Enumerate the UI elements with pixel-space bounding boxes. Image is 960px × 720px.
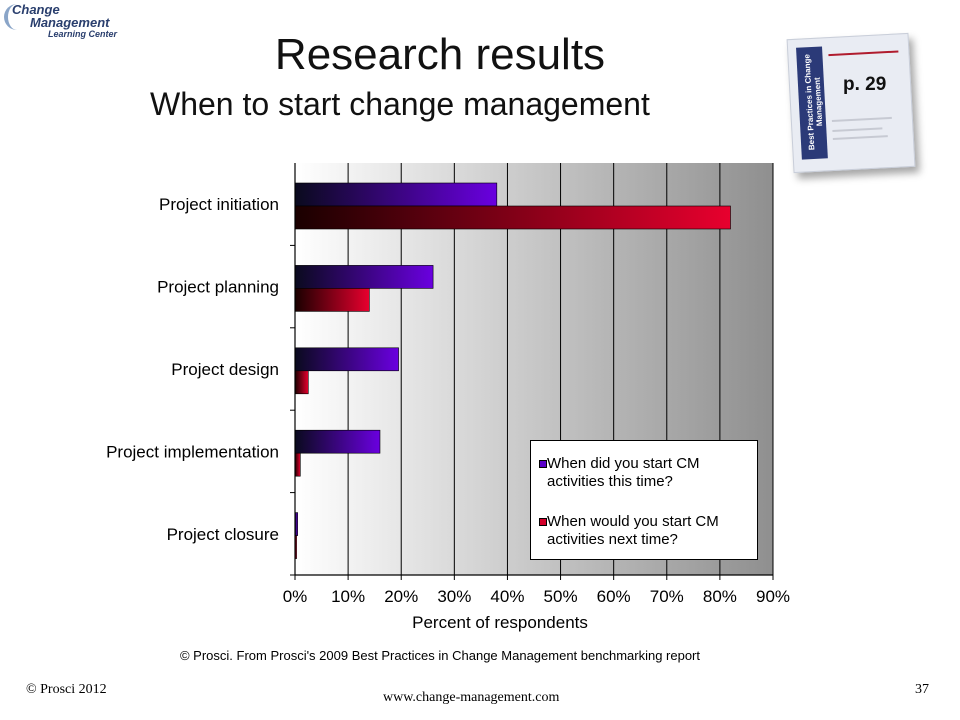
legend-label-next-time: When would you start CM activities next …: [547, 513, 719, 548]
category-label: Project planning: [157, 278, 279, 297]
x-tick-label: 10%: [331, 587, 365, 606]
x-tick-label: 70%: [650, 587, 684, 606]
category-labels: Project initiation Project planning Projec…: [106, 195, 279, 544]
slide-number: 37: [915, 682, 929, 697]
bars: [294, 182, 731, 559]
slide-title: Research results: [274, 30, 606, 79]
x-tick-label: 40%: [490, 587, 524, 606]
legend-item-started: When did you start CM activities this ti…: [539, 455, 752, 491]
bar-started-this-time: [294, 182, 498, 207]
x-axis-label: Percent of respondents: [412, 613, 588, 632]
bar-start-next-time: [294, 452, 301, 477]
x-tick-label: 30%: [437, 587, 471, 606]
legend-swatch-next-time: [539, 518, 547, 526]
bar-started-this-time: [294, 265, 434, 289]
x-tick-label: 20%: [384, 587, 418, 606]
legend-swatch-started: [539, 460, 547, 468]
footer-website: www.change-management.com: [383, 690, 560, 705]
bar-start-next-time: [294, 205, 731, 230]
slide-subtitle: When to start change management: [150, 86, 650, 122]
x-tick-label: 60%: [597, 587, 631, 606]
category-label: Project implementation: [106, 442, 279, 461]
bar-start-next-time: [294, 370, 309, 395]
category-label: Project closure: [167, 525, 279, 544]
logo-line-1: Change: [12, 2, 60, 17]
tick-labels: 0% 10% 20% 30% 40% 50% 60% 70% 80% 90%: [283, 587, 790, 606]
axes: [290, 163, 774, 580]
x-tick-label: 0%: [283, 587, 308, 606]
category-label: Project design: [171, 360, 279, 379]
change-management-logo: Change Management Learning Center: [4, 2, 124, 42]
page-reference: p. 29: [843, 74, 887, 95]
x-tick-label: 80%: [703, 587, 737, 606]
x-tick-label: 50%: [544, 587, 578, 606]
legend-label-started: When did you start CM activities this ti…: [547, 455, 700, 490]
chart-legend: When did you start CM activities this ti…: [530, 440, 758, 560]
category-label: Project initiation: [159, 195, 279, 214]
logo-line-3: Learning Center: [48, 29, 118, 39]
legend-item-next-time: When would you start CM activities next …: [539, 513, 752, 549]
bar-start-next-time: [294, 288, 370, 312]
footer-copyright: © Prosci 2012: [26, 682, 107, 697]
x-tick-label: 90%: [756, 587, 790, 606]
bar-started-this-time: [294, 429, 381, 454]
logo-line-2: Management: [30, 15, 110, 30]
bar-started-this-time: [294, 347, 399, 372]
source-note: © Prosci. From Prosci's 2009 Best Practi…: [179, 648, 700, 663]
logo-swoosh-icon: [4, 4, 30, 30]
